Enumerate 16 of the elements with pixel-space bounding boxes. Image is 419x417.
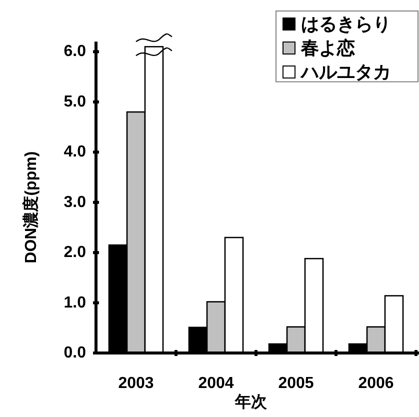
y-tick-label: 4.0 [64, 144, 86, 161]
x-tick-label: 2005 [278, 375, 314, 392]
y-tick-label: 0.0 [64, 344, 86, 362]
legend-label: 春よ恋 [300, 38, 355, 58]
y-tick-label: 2.0 [64, 244, 86, 262]
y-axis-title: DON濃度(ppm) [21, 151, 40, 264]
x-tick-label: 2003 [118, 375, 154, 392]
y-tick-label: 3.0 [64, 194, 86, 211]
x-tick-label: 2004 [198, 375, 234, 392]
y-tick-label: 5.0 [64, 93, 86, 110]
legend-label: はるきらり [301, 14, 391, 34]
y-tick-label: 6.0 [64, 43, 86, 60]
x-axis-title: 年次 [234, 393, 268, 411]
legend-label: ハルユタカ [299, 62, 391, 82]
x-tick-label: 2006 [358, 375, 394, 392]
y-tick-label: 1.0 [64, 294, 86, 312]
